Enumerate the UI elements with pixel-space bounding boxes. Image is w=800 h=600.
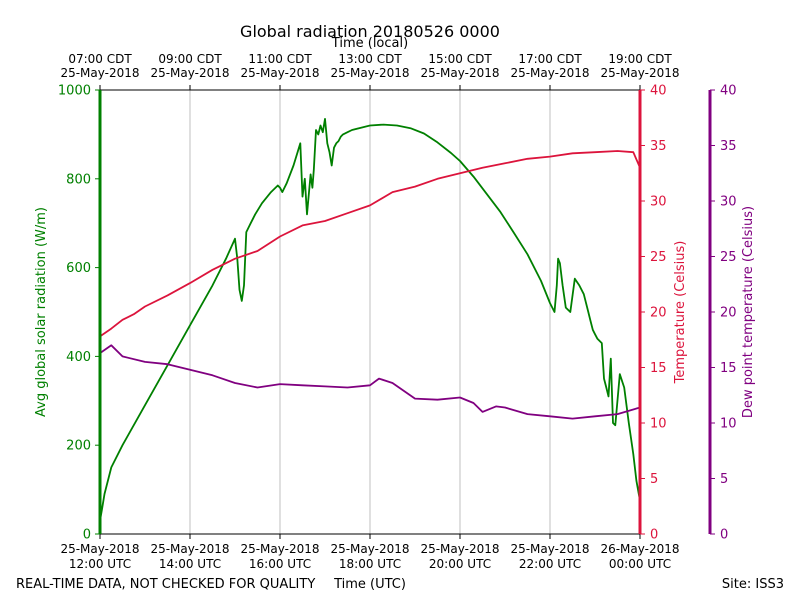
y-tick-label-rad-3: 600 (66, 261, 91, 276)
y-tick-label-dew-4: 20 (720, 306, 737, 321)
bottom-tick-time-6: 00:00 UTC (609, 557, 671, 571)
bottom-tick-date-0: 25-May-2018 (60, 542, 139, 556)
y-axis-label-radiation: Avg global solar radiation (W/m) (34, 207, 49, 417)
top-tick-time-0: 07:00 CDT (68, 52, 132, 66)
chart-title: Global radiation 20180526 0000 (240, 22, 500, 41)
top-tick-date-1: 25-May-2018 (150, 66, 229, 80)
y-tick-label-temp-7: 35 (650, 139, 667, 154)
y-tick-label-dew-6: 30 (720, 195, 737, 210)
y-tick-label-rad-2: 400 (66, 350, 91, 365)
top-tick-time-4: 15:00 CDT (428, 52, 492, 66)
top-tick-date-4: 25-May-2018 (420, 66, 499, 80)
y-tick-label-temp-6: 30 (650, 195, 667, 210)
y-tick-label-rad-4: 800 (66, 172, 91, 187)
series-line-temp (99, 150, 641, 338)
top-tick-date-6: 25-May-2018 (600, 66, 679, 80)
y-tick-label-temp-3: 15 (650, 361, 667, 376)
top-tick-time-1: 09:00 CDT (158, 52, 222, 66)
top-axis-label: Time (local) (331, 36, 408, 51)
bottom-tick-time-5: 22:00 UTC (519, 557, 581, 571)
bottom-tick-date-4: 25-May-2018 (420, 542, 499, 556)
y-tick-label-dew-7: 35 (720, 139, 737, 154)
y-tick-label-temp-8: 40 (650, 84, 667, 99)
bottom-tick-time-4: 20:00 UTC (429, 557, 491, 571)
bottom-tick-time-2: 16:00 UTC (249, 557, 311, 571)
y-tick-label-temp-5: 25 (650, 250, 667, 265)
top-tick-date-5: 25-May-2018 (510, 66, 589, 80)
y-tick-label-dew-1: 5 (720, 472, 728, 487)
y-tick-label-dew-5: 25 (720, 250, 737, 265)
y-tick-label-dew-3: 15 (720, 361, 737, 376)
top-tick-time-2: 11:00 CDT (248, 52, 312, 66)
y-tick-label-rad-1: 200 (66, 439, 91, 454)
bottom-tick-time-3: 18:00 UTC (339, 557, 401, 571)
bottom-tick-date-2: 25-May-2018 (240, 542, 319, 556)
bottom-tick-date-6: 26-May-2018 (600, 542, 679, 556)
series-line-rad (99, 118, 641, 521)
bottom-tick-date-1: 25-May-2018 (150, 542, 229, 556)
bottom-axis-label: Time (UTC) (333, 577, 406, 592)
top-tick-time-3: 13:00 CDT (338, 52, 402, 66)
top-tick-time-6: 19:00 CDT (608, 52, 672, 66)
top-tick-time-5: 17:00 CDT (518, 52, 582, 66)
footer-quality-note: REAL-TIME DATA, NOT CHECKED FOR QUALITY (16, 577, 315, 592)
y-tick-label-temp-2: 10 (650, 417, 667, 432)
bottom-tick-time-0: 12:00 UTC (69, 557, 131, 571)
y-tick-label-dew-8: 40 (720, 84, 737, 99)
top-tick-date-2: 25-May-2018 (240, 66, 319, 80)
footer-site: Site: ISS3 (722, 577, 784, 592)
y-tick-label-rad-0: 0 (83, 528, 91, 543)
y-tick-label-temp-0: 0 (650, 528, 658, 543)
y-tick-label-rad-5: 1000 (58, 84, 91, 99)
y-axis-label-dewpoint: Dew point temperature (Celsius) (741, 206, 756, 418)
y-tick-label-temp-4: 20 (650, 306, 667, 321)
top-tick-date-0: 25-May-2018 (60, 66, 139, 80)
y-tick-label-dew-0: 0 (720, 528, 728, 543)
top-tick-date-3: 25-May-2018 (330, 66, 409, 80)
y-tick-label-temp-1: 5 (650, 472, 658, 487)
bottom-tick-date-5: 25-May-2018 (510, 542, 589, 556)
series-line-dew (99, 344, 641, 420)
bottom-tick-time-1: 14:00 UTC (159, 557, 221, 571)
bottom-tick-date-3: 25-May-2018 (330, 542, 409, 556)
y-tick-label-dew-2: 10 (720, 417, 737, 432)
y-axis-label-temperature: Temperature (Celsius) (673, 241, 688, 385)
